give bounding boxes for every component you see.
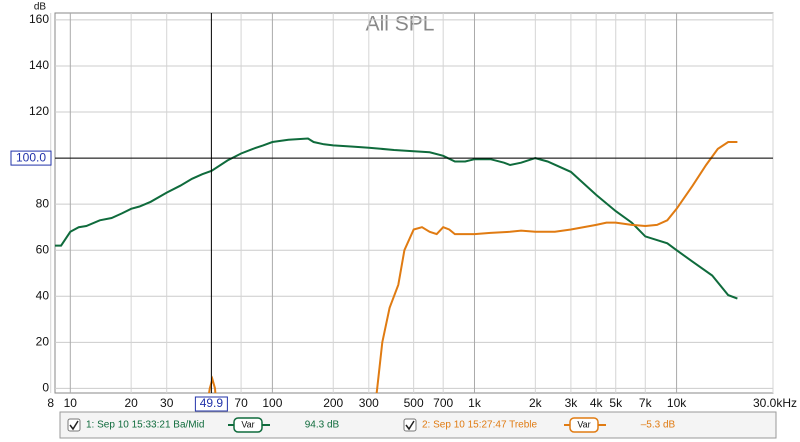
y-tick-label: 60 (36, 242, 50, 256)
cursor-y-box (10, 150, 52, 166)
x-tick-label: 2k (529, 396, 543, 410)
x-tick-label: 20 (124, 396, 138, 410)
legend-check (405, 420, 415, 431)
x-tick-label: 8 (47, 396, 54, 410)
x-tick-label: 30 (160, 396, 174, 410)
legend-mode-box (233, 417, 263, 433)
legend-mode: Var (241, 419, 254, 429)
x-tick-label: 1k (468, 396, 482, 410)
cursor-x-label: 49.9 (200, 396, 224, 410)
legend-value: –5.3 dB (641, 420, 676, 431)
x-tick-label: 200 (323, 396, 343, 410)
series-line (55, 137, 738, 300)
x-tick-label: 7k (639, 396, 653, 410)
x-tick-label: 4k (590, 396, 604, 410)
legend-mode-box (569, 417, 599, 433)
y-tick-label: 140 (29, 58, 49, 72)
y-axis-label: dB (34, 2, 47, 13)
x-tick-label: 30.0kHz (753, 396, 797, 410)
x-tick-label: 10 (64, 396, 78, 410)
x-tick-label: 300 (359, 396, 379, 410)
y-tick-label: 20 (36, 335, 50, 349)
x-tick-label: 500 (404, 396, 424, 410)
y-tick-label: 0 (42, 381, 49, 395)
y-tick-label: 40 (36, 288, 50, 302)
x-tick-label: 5k (609, 396, 623, 410)
cursor-y-label: 100.0 (16, 150, 46, 164)
x-tick-label: 100 (262, 396, 282, 410)
cursor-x-box (194, 396, 228, 412)
y-tick-label: 80 (36, 196, 50, 210)
legend-check (69, 420, 79, 431)
series-group (55, 137, 738, 393)
x-tick-label: 700 (433, 396, 453, 410)
x-tick-label: 70 (234, 396, 248, 410)
x-tick-label: 10k (667, 396, 687, 410)
legend-checkbox (403, 418, 417, 432)
y-tick-label: 120 (29, 104, 49, 118)
x-tick-label: 3k (565, 396, 579, 410)
chart-title: All SPL (366, 13, 435, 36)
legend-label: 1: Sep 10 15:33:21 Ba/Mid (86, 420, 204, 431)
series-line (208, 141, 738, 393)
y-tick-label: 160 (29, 12, 49, 26)
legend-checkbox (67, 418, 81, 432)
legend-label: 2: Sep 10 15:27:47 Treble (422, 420, 538, 431)
legend (59, 411, 777, 439)
legend-mode: Var (577, 419, 590, 429)
legend-value: 94.3 dB (305, 420, 340, 431)
